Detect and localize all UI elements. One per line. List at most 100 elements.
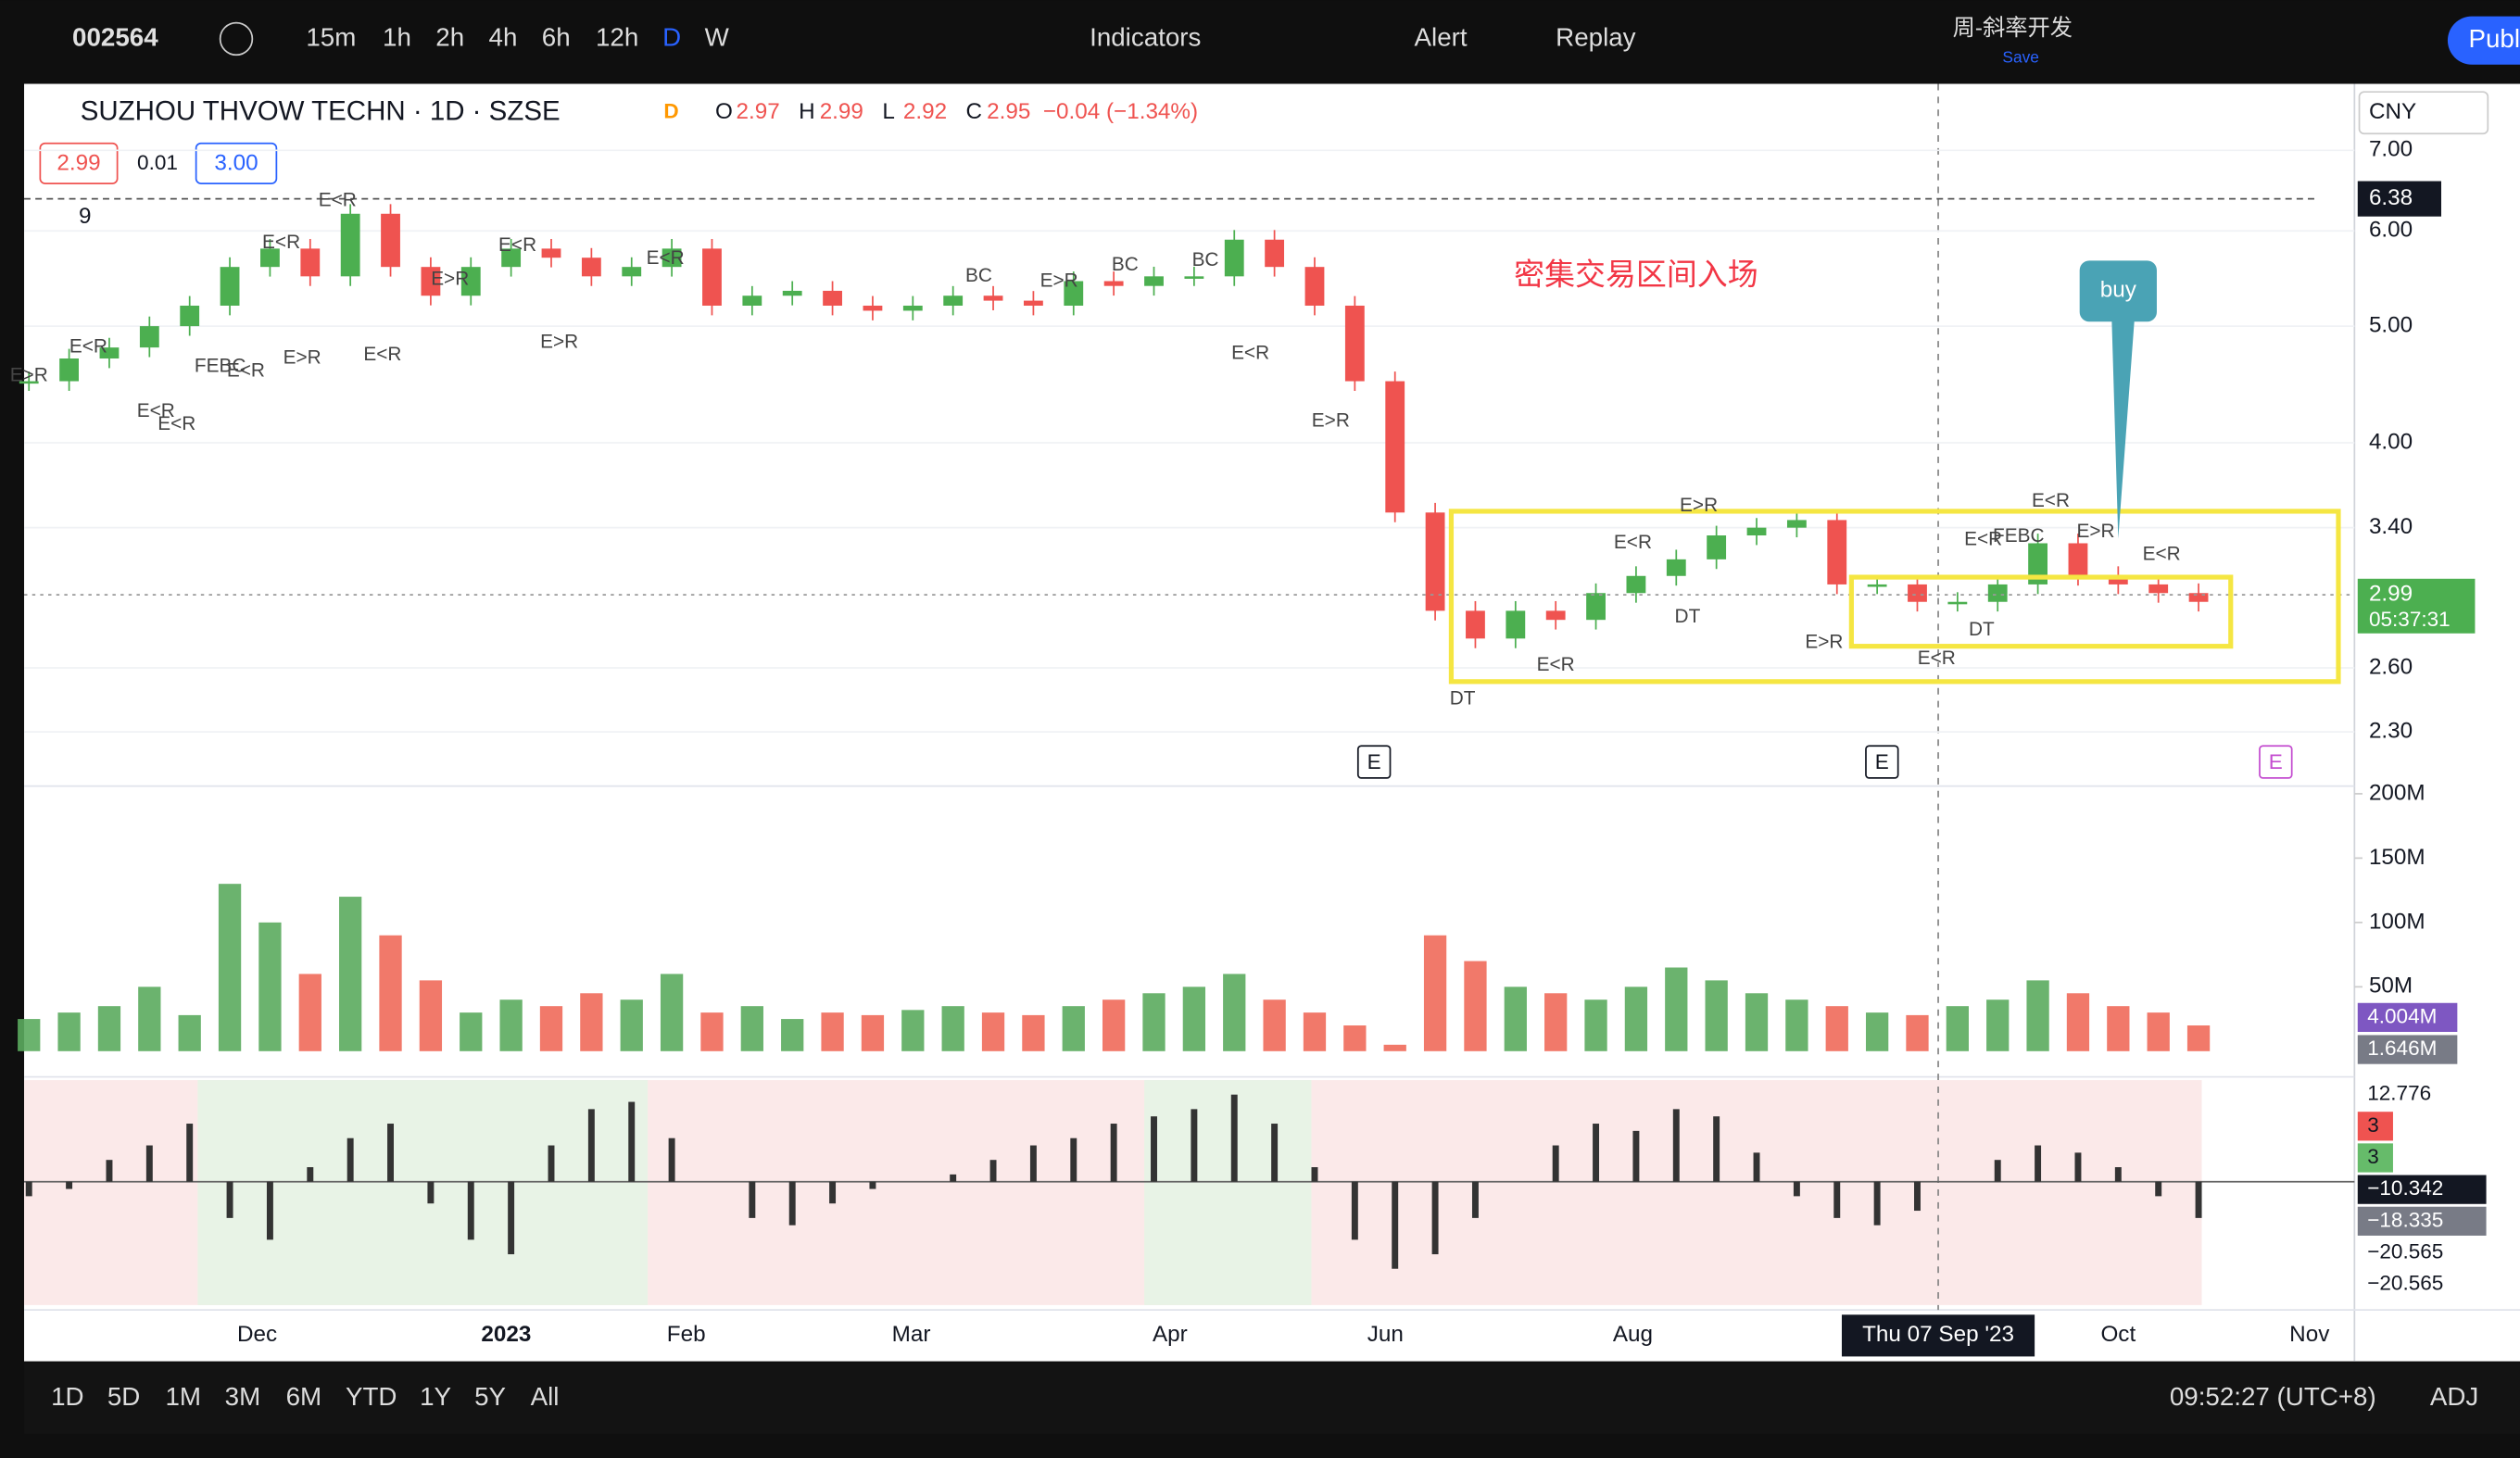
range-button[interactable]: All	[531, 1382, 560, 1411]
macd-bar	[226, 1181, 233, 1218]
macd-bar	[1552, 1145, 1559, 1182]
candle	[501, 248, 522, 268]
macd-bar	[668, 1137, 675, 1182]
candle	[139, 326, 159, 348]
candle	[220, 267, 240, 306]
candle	[742, 295, 762, 306]
macd-label-box	[2357, 1175, 2487, 1204]
volume-bar	[57, 1012, 81, 1051]
candle	[1425, 512, 1445, 611]
callout-text: buy	[2100, 278, 2137, 303]
signal-label: E>R	[1312, 409, 1350, 431]
range-button[interactable]: 3M	[225, 1382, 261, 1411]
macd-bar	[508, 1181, 515, 1255]
currency-box[interactable]	[2358, 91, 2489, 135]
macd-bar	[346, 1137, 354, 1182]
range-button[interactable]: YTD	[346, 1382, 397, 1411]
interval[interactable]: 1h	[383, 22, 411, 51]
range-button[interactable]: 1M	[165, 1382, 201, 1411]
candle	[99, 347, 120, 359]
macd-bar	[1833, 1181, 1841, 1218]
range-box-inner	[1848, 574, 2234, 649]
macd-bar	[1632, 1130, 1640, 1182]
macd-bar	[1230, 1094, 1238, 1182]
add-symbol[interactable]	[219, 21, 254, 57]
interval[interactable]: 4h	[489, 22, 518, 51]
earnings-label[interactable]: E	[1367, 750, 1381, 773]
crosshair-date: Thu 07 Sep '23	[1862, 1322, 2014, 1347]
macd-bar	[1351, 1181, 1358, 1240]
volume-bar	[499, 999, 523, 1051]
volume-bar	[218, 884, 242, 1051]
interval[interactable]: 15m	[306, 22, 356, 51]
replay-button[interactable]: Replay	[1556, 22, 1636, 51]
interval[interactable]: 6h	[542, 22, 571, 51]
signal-label: DT	[1450, 687, 1476, 709]
spread: 0.01	[137, 151, 178, 174]
macd-bar	[2035, 1145, 2042, 1182]
publish-label[interactable]: Publ	[2468, 24, 2520, 53]
candle	[1144, 276, 1164, 286]
range-button[interactable]: 5D	[107, 1382, 140, 1411]
signal-label: E>R	[1680, 495, 1718, 516]
layout-name[interactable]: 周-斜率开发	[1953, 16, 2073, 41]
earnings-marker[interactable]	[1865, 745, 1899, 779]
macd-bar	[1793, 1181, 1800, 1197]
macd-bar	[869, 1181, 876, 1189]
signal-label: E>R	[284, 347, 321, 369]
earnings-marker[interactable]	[1356, 745, 1392, 779]
adj-button[interactable]: ADJ	[2430, 1382, 2478, 1411]
candle	[460, 267, 481, 296]
signal-label: E<R	[1918, 647, 1956, 669]
candle	[1304, 267, 1325, 306]
volume-bar	[1102, 999, 1126, 1051]
interval[interactable]: W	[705, 22, 730, 51]
range-button[interactable]: 1Y	[420, 1382, 451, 1411]
x-tick-label: Dec	[237, 1322, 277, 1347]
candle	[1746, 527, 1767, 536]
indicators-button[interactable]: Indicators	[1090, 22, 1201, 51]
earnings-marker[interactable]	[2259, 745, 2293, 779]
candle	[1103, 281, 1124, 286]
candle	[381, 213, 400, 268]
candle	[702, 248, 722, 306]
indicator-count[interactable]: 9	[79, 204, 92, 229]
signal-label: E<R	[363, 344, 401, 365]
publish-button[interactable]	[2447, 16, 2520, 65]
volume-bar	[1142, 993, 1166, 1051]
volume-bar	[1504, 987, 1527, 1051]
earnings-label[interactable]: E	[2269, 750, 2283, 773]
interval[interactable]: 12h	[596, 22, 638, 51]
interval[interactable]: D	[662, 22, 681, 51]
x-tick-label: Aug	[1613, 1322, 1653, 1347]
macd-label-box	[2357, 1143, 2393, 1173]
range-button[interactable]: 5Y	[474, 1382, 506, 1411]
volume-bar	[339, 897, 362, 1051]
volume-bar	[1665, 967, 1688, 1051]
signal-label: E>R	[1040, 270, 1078, 291]
y-tick-label: 2.60	[2369, 654, 2413, 679]
save-label: Save	[2002, 47, 2039, 66]
interval[interactable]: 2h	[435, 22, 464, 51]
range-button[interactable]: 6M	[286, 1382, 322, 1411]
signal-label: E<R	[1537, 654, 1575, 675]
ohlc-value: 2.95	[987, 99, 1030, 124]
volume-bar	[1946, 1006, 1969, 1051]
candle	[2068, 543, 2088, 576]
signal-label: E<R	[647, 247, 685, 269]
candle	[1385, 381, 1405, 513]
candle	[19, 381, 39, 384]
macd-bar	[1753, 1152, 1760, 1182]
macd-axis-label: −10.342	[2367, 1176, 2443, 1200]
macd-bar	[186, 1124, 194, 1182]
earnings-label[interactable]: E	[1875, 750, 1889, 773]
signal-label: FEBC	[1993, 525, 2044, 547]
symbol[interactable]: 002564	[72, 22, 158, 51]
market-status: D	[663, 100, 678, 123]
volume-bar	[981, 1012, 1005, 1051]
volume-bar	[821, 1012, 844, 1051]
range-button[interactable]: 1D	[51, 1382, 83, 1411]
alert-button[interactable]: Alert	[1415, 22, 1468, 51]
currency[interactable]: CNY	[2369, 99, 2416, 124]
ohlc-key: H	[799, 99, 815, 124]
